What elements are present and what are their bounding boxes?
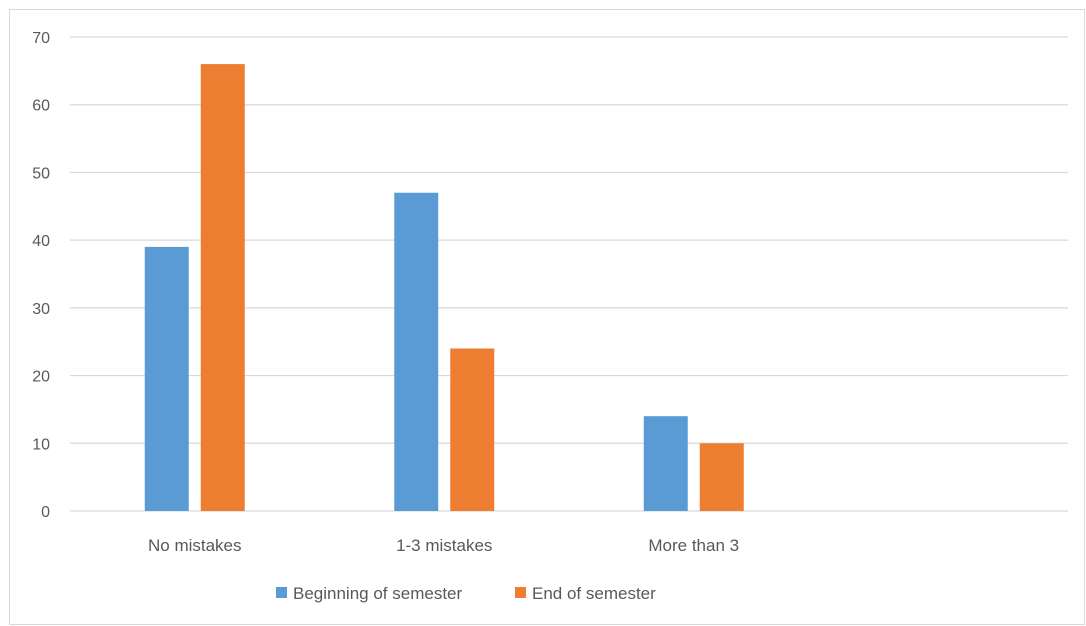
legend-swatch [276,587,287,598]
y-tick-label: 0 [41,504,50,521]
y-tick-label: 60 [32,98,50,115]
bar [450,348,495,511]
x-category-label: More than 3 [648,536,739,555]
bar [394,192,439,511]
bar [200,64,245,511]
y-tick-label: 70 [32,30,50,47]
y-tick-label: 30 [32,301,50,318]
legend-label: Beginning of semester [293,584,462,603]
bar [643,416,688,511]
y-tick-label: 10 [32,436,50,453]
bar [144,246,189,511]
y-tick-label: 50 [32,165,50,182]
legend-swatch [515,587,526,598]
y-tick-label: 20 [32,369,50,386]
x-category-label: 1-3 mistakes [396,536,492,555]
bar [699,443,744,511]
x-category-label: No mistakes [148,536,242,555]
legend-label: End of semester [532,584,656,603]
y-tick-label: 40 [32,233,50,250]
